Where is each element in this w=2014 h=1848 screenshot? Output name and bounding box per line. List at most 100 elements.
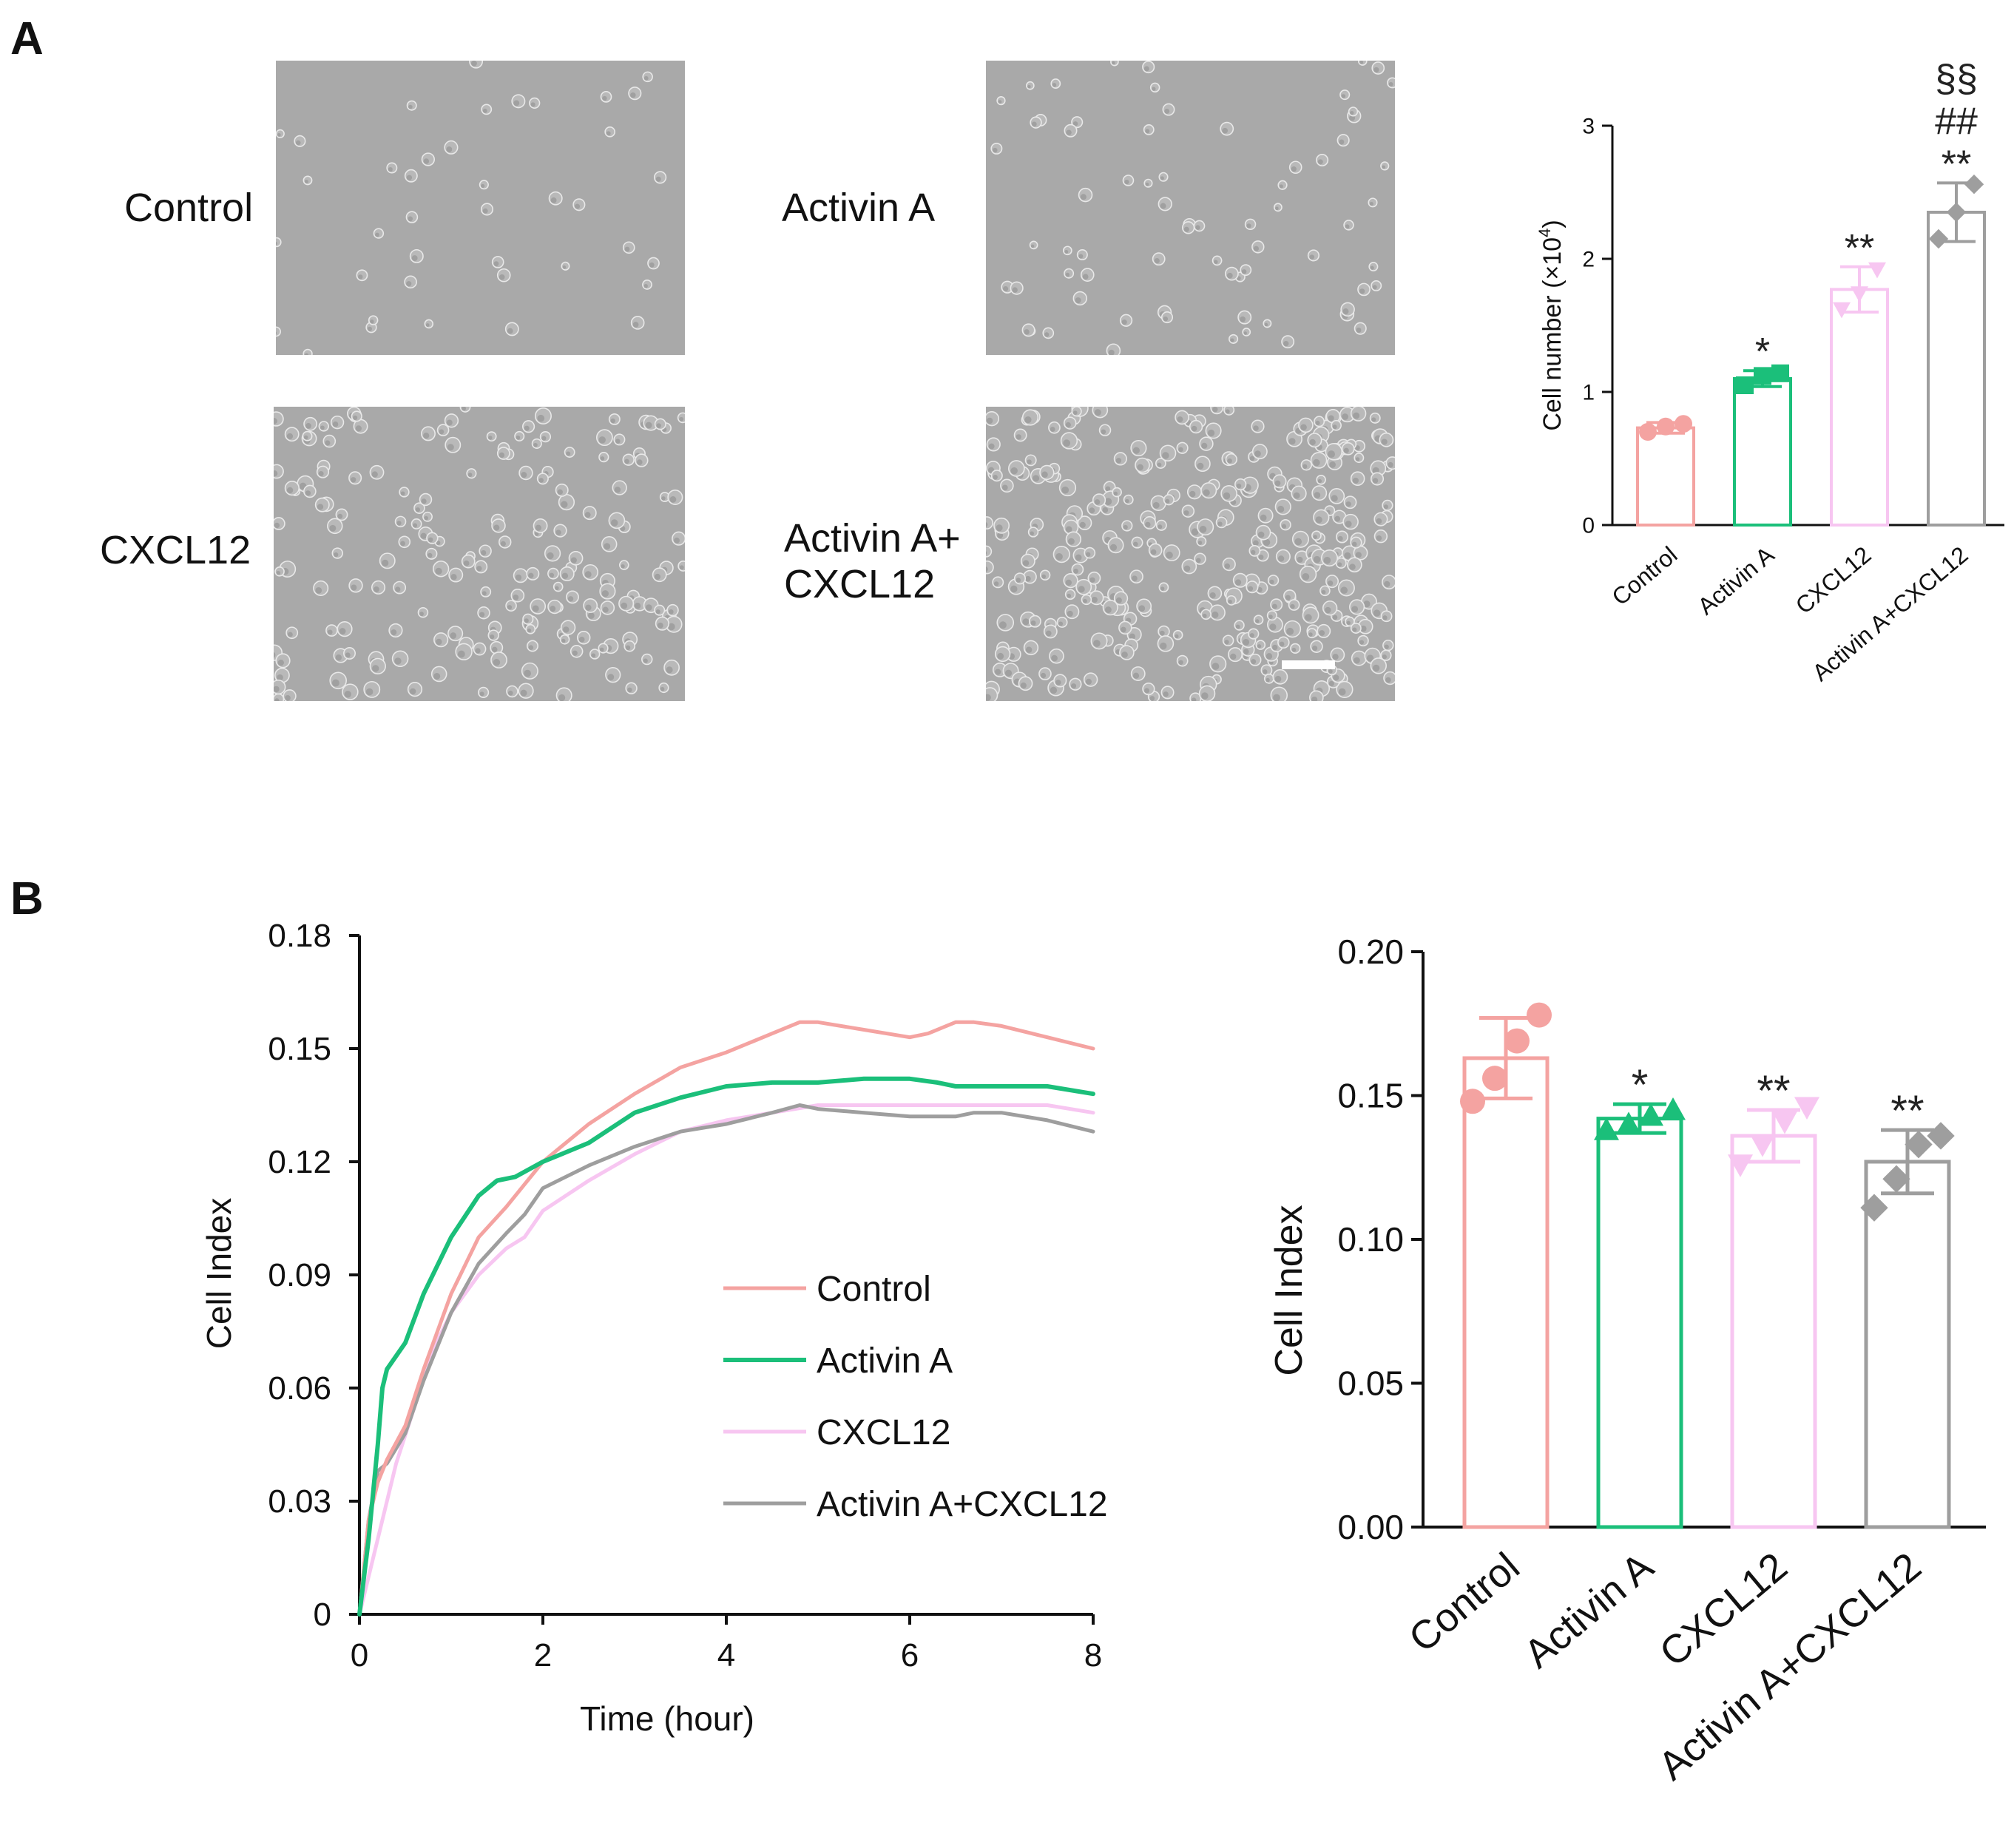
cell-shadow	[277, 133, 281, 137]
cell-shadow	[1085, 678, 1092, 685]
cell-shadow	[563, 626, 570, 633]
cell-shadow	[1263, 669, 1268, 674]
cell-shadow	[446, 146, 453, 152]
cell-shadow	[493, 261, 499, 267]
cell-shadow	[1279, 641, 1285, 647]
cell-shadow	[1189, 490, 1196, 498]
cell-shadow	[538, 478, 544, 483]
cell-shadow	[1051, 654, 1058, 662]
data-point	[1728, 1154, 1753, 1177]
cell-shadow	[1269, 579, 1274, 584]
cell-shadow	[325, 440, 331, 446]
cell-shadow	[527, 628, 532, 633]
cell-shadow	[1382, 615, 1388, 620]
cell-shadow	[1157, 462, 1162, 467]
cell-shadow	[660, 687, 665, 691]
cell-shadow	[537, 414, 545, 422]
cell-shadow	[276, 241, 277, 246]
cell-shadow	[1243, 331, 1247, 335]
cell-shadow	[1160, 642, 1167, 650]
cell-shadow	[1050, 686, 1058, 694]
y-tick-label: 0.18	[268, 918, 331, 954]
cell-shadow	[447, 444, 454, 451]
cell-shadow	[1275, 206, 1279, 211]
cell-shadow	[598, 436, 606, 444]
cell-shadow	[668, 623, 675, 631]
cell-shadow	[621, 564, 625, 569]
cell-shadow	[532, 605, 539, 612]
cell-shadow	[637, 459, 643, 465]
data-point	[1860, 1194, 1888, 1222]
cell-shadow	[1214, 260, 1218, 264]
cell-shadow	[1197, 541, 1203, 545]
cell-shadow	[1277, 555, 1285, 562]
cell-shadow	[1166, 551, 1173, 559]
cell-shadow	[1030, 531, 1034, 536]
cell-shadow	[1137, 464, 1143, 471]
cell-shadow	[1249, 456, 1255, 461]
cell-shadow	[382, 559, 389, 566]
cell-shadow	[409, 688, 416, 695]
cell-shadow	[555, 586, 559, 591]
cell-shadow	[1370, 265, 1374, 270]
cell-shadow	[1203, 489, 1210, 496]
cell-shadow	[625, 645, 631, 651]
cell-shadow	[1248, 586, 1254, 592]
cell-shadow	[1072, 121, 1078, 126]
data-point	[1657, 417, 1675, 436]
cell-shadow	[1281, 524, 1287, 529]
cell-shadow	[1337, 535, 1343, 541]
panel-letter-a: A	[10, 13, 44, 64]
cell-shadow	[1355, 552, 1362, 558]
cell-shadow	[630, 92, 636, 98]
cell-shadow	[406, 175, 413, 180]
cell-shadow	[1334, 515, 1341, 522]
cell-shadow	[1317, 159, 1323, 165]
significance-mark: *	[1755, 331, 1770, 373]
data-point	[1905, 1130, 1933, 1159]
cell-shadow	[1228, 599, 1232, 604]
cell-shadow	[400, 491, 405, 496]
cell-shadow	[661, 496, 666, 501]
cell-shadow	[669, 496, 677, 503]
cell-shadow	[1163, 316, 1169, 322]
micrograph-label-cxcl12: CXCL12	[100, 528, 251, 572]
cell-shadow	[1209, 592, 1216, 599]
cell-shadow	[1321, 589, 1326, 595]
cell-shadow	[1265, 677, 1270, 683]
cell-shadow	[1372, 664, 1380, 672]
cell-shadow	[591, 653, 596, 658]
cell-shadow	[1308, 632, 1313, 637]
y-tick-label: 0.10	[1337, 1220, 1404, 1259]
cell-shadow	[1297, 556, 1303, 563]
cell-shadow	[344, 691, 351, 698]
cell-shadow	[1257, 644, 1262, 649]
cell-shadow	[475, 648, 481, 654]
cell-shadow	[277, 674, 283, 681]
cell-shadow	[339, 628, 346, 634]
cell-shadow	[1121, 319, 1127, 325]
cell-shadow	[481, 183, 485, 189]
data-point	[1833, 302, 1851, 319]
cell-shadow	[986, 417, 993, 424]
cell-shadow	[520, 689, 527, 697]
cell-shadow	[1031, 121, 1037, 127]
cell-shadow	[427, 552, 433, 558]
cell-shadow	[1260, 514, 1267, 521]
data-point	[1675, 415, 1692, 433]
cell-shadow	[1191, 528, 1199, 536]
cell-shadow	[524, 618, 529, 623]
cell-shadow	[1373, 609, 1381, 617]
cell-shadow	[513, 595, 519, 600]
data-point	[1794, 1097, 1819, 1120]
cell-shadow	[415, 507, 420, 512]
cell-shadow	[1197, 462, 1204, 470]
cell-dot	[986, 516, 993, 529]
y-tick-label: 0.05	[1337, 1364, 1404, 1403]
cell-shadow	[1294, 538, 1302, 546]
cell-shadow	[998, 621, 1007, 629]
cell-shadow	[1094, 409, 1101, 416]
cell-shadow	[467, 473, 473, 477]
micrograph-texture	[274, 407, 685, 701]
